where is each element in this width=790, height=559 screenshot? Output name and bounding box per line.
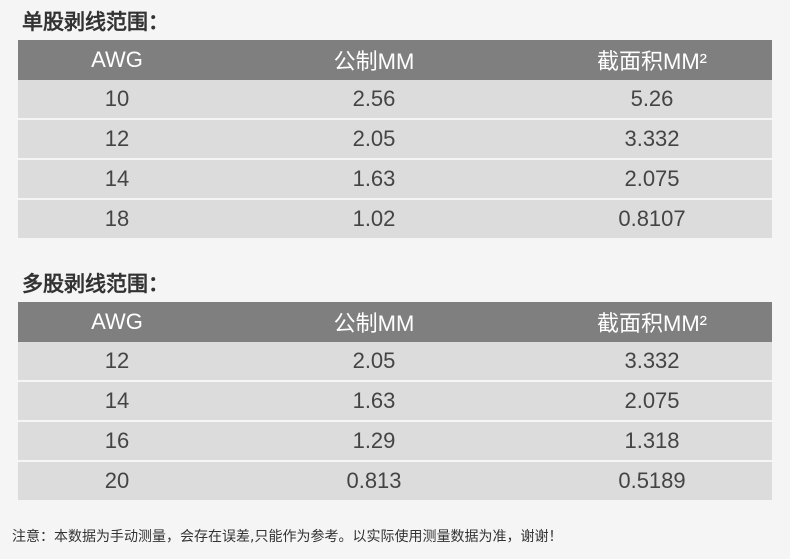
column-header: 截面积MM² [597, 49, 707, 74]
table-cell: 2.05 [352, 126, 396, 151]
table-cell: 3.332 [624, 126, 680, 151]
table-cell: 1.29 [352, 428, 396, 453]
single-strand-table: AWG 公制MM 截面积MM² 10 2.56 5.26 12 2.05 3.332 14 1.63… [18, 40, 772, 240]
table-cell: 16 [104, 428, 130, 453]
column-header: 公制MM [333, 49, 415, 74]
column-header: AWG [91, 309, 143, 334]
table-cell: 2.05 [352, 348, 396, 373]
column-header: AWG [91, 47, 143, 72]
table-cell: 10 [104, 86, 130, 111]
table-cell: 1.63 [352, 388, 396, 413]
table-cell: 0.5189 [618, 468, 686, 493]
table-row: 16 1.29 1.318 [18, 422, 772, 460]
table-cell: 2.075 [624, 388, 680, 413]
table-cell: 12 [104, 348, 130, 373]
table-cell: 2.56 [352, 86, 396, 111]
table-cell: 5.26 [630, 86, 674, 111]
note-text: 注意：本数据为手动测量，会存在误差,只能作为参考。以实际使用测量数据为准，谢谢！ [12, 529, 563, 545]
table-header: AWG 公制MM 截面积MM² [18, 40, 772, 80]
table-cell: 14 [104, 388, 130, 413]
table-row: 18 1.02 0.8107 [18, 200, 772, 238]
table-cell: 18 [104, 206, 130, 231]
table-row: 10 2.56 5.26 [18, 80, 772, 118]
section-title: 单股剥线范围： [22, 10, 169, 34]
table-cell: 1.02 [352, 206, 396, 231]
table-cell: 0.8107 [618, 206, 686, 231]
table-cell: 20 [104, 468, 130, 493]
table-row: 14 1.63 2.075 [18, 160, 772, 198]
multi-strand-table: AWG 公制MM 截面积MM² 12 2.05 3.332 14 1.63 2.075 16 1.2… [18, 302, 772, 502]
section-title: 多股剥线范围： [22, 272, 169, 296]
table-cell: 3.332 [624, 348, 680, 373]
table-cell: 2.075 [624, 166, 680, 191]
table-row: 12 2.05 3.332 [18, 120, 772, 158]
table-header: AWG 公制MM 截面积MM² [18, 302, 772, 342]
table-row: 14 1.63 2.075 [18, 382, 772, 420]
table-row: 12 2.05 3.332 [18, 342, 772, 380]
table-cell: 14 [104, 166, 130, 191]
column-header: 公制MM [333, 311, 415, 336]
table-cell: 0.813 [346, 468, 402, 493]
table-cell: 1.63 [352, 166, 396, 191]
table-cell: 12 [104, 126, 130, 151]
column-header: 截面积MM² [597, 311, 707, 336]
table-cell: 1.318 [624, 428, 680, 453]
table-row: 20 0.813 0.5189 [18, 462, 772, 500]
